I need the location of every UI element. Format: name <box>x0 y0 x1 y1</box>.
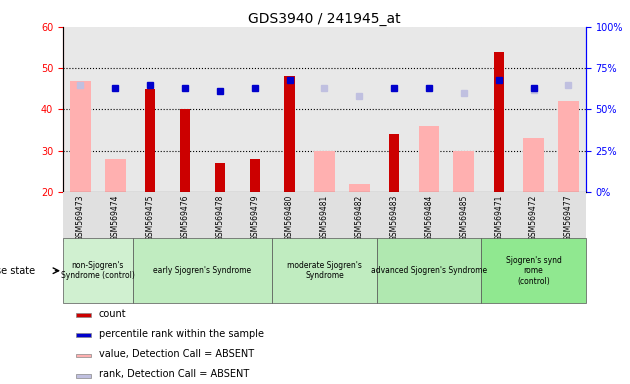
Bar <box>447 27 481 192</box>
Bar <box>377 27 411 192</box>
Text: GSM569478: GSM569478 <box>215 195 224 241</box>
Bar <box>454 151 474 192</box>
Bar <box>389 134 399 192</box>
Text: GSM569473: GSM569473 <box>76 195 85 241</box>
Bar <box>551 27 586 192</box>
Bar <box>377 27 411 192</box>
Bar <box>168 192 202 242</box>
Bar <box>145 89 156 192</box>
Bar <box>349 184 370 192</box>
Bar <box>272 27 307 192</box>
Bar <box>202 27 238 192</box>
Text: GSM569471: GSM569471 <box>495 195 503 241</box>
Text: value, Detection Call = ABSENT: value, Detection Call = ABSENT <box>98 349 254 359</box>
Bar <box>98 192 133 242</box>
Text: GSM569474: GSM569474 <box>111 195 120 241</box>
Text: early Sjogren's Syndrome: early Sjogren's Syndrome <box>153 266 251 275</box>
Bar <box>105 159 126 192</box>
Bar <box>168 27 202 192</box>
Bar <box>215 163 225 192</box>
Bar <box>180 109 190 192</box>
Bar <box>516 27 551 192</box>
Bar <box>411 27 447 192</box>
Bar <box>63 238 133 303</box>
Bar <box>249 159 260 192</box>
Text: count: count <box>98 309 126 319</box>
Text: GSM569475: GSM569475 <box>146 195 154 241</box>
Bar <box>98 27 133 192</box>
Bar <box>481 238 586 303</box>
Text: advanced Sjogren's Syndrome: advanced Sjogren's Syndrome <box>371 266 487 275</box>
Bar <box>63 192 98 242</box>
Text: GSM569484: GSM569484 <box>425 195 433 241</box>
Text: GSM569482: GSM569482 <box>355 195 364 241</box>
Bar <box>447 192 481 242</box>
Bar <box>202 27 238 192</box>
Bar <box>481 192 516 242</box>
Bar <box>307 27 342 192</box>
Bar <box>342 192 377 242</box>
Bar <box>418 126 440 192</box>
Bar <box>314 151 335 192</box>
Bar <box>238 27 272 192</box>
Bar <box>481 27 516 192</box>
Text: GSM569476: GSM569476 <box>181 195 190 241</box>
Bar <box>284 76 295 192</box>
Bar <box>133 27 168 192</box>
Text: GSM569472: GSM569472 <box>529 195 538 241</box>
Bar <box>411 27 447 192</box>
Bar <box>272 192 307 242</box>
Bar <box>76 313 91 317</box>
Text: GSM569483: GSM569483 <box>390 195 399 241</box>
Text: percentile rank within the sample: percentile rank within the sample <box>98 329 263 339</box>
Text: GSM569480: GSM569480 <box>285 195 294 241</box>
Bar <box>377 192 411 242</box>
Text: GSM569477: GSM569477 <box>564 195 573 241</box>
Bar <box>76 333 91 337</box>
Bar <box>307 192 342 242</box>
Bar <box>558 101 579 192</box>
Bar <box>481 27 516 192</box>
Bar <box>76 374 91 377</box>
Bar <box>551 27 586 192</box>
Bar <box>493 52 504 192</box>
Bar <box>98 27 133 192</box>
Bar <box>307 27 342 192</box>
Bar <box>272 238 377 303</box>
Title: GDS3940 / 241945_at: GDS3940 / 241945_at <box>248 12 401 26</box>
Bar <box>342 27 377 192</box>
Bar <box>377 238 481 303</box>
Bar <box>342 27 377 192</box>
Bar <box>523 138 544 192</box>
Text: non-Sjogren's
Syndrome (control): non-Sjogren's Syndrome (control) <box>61 261 135 280</box>
Text: rank, Detection Call = ABSENT: rank, Detection Call = ABSENT <box>98 369 249 379</box>
Text: moderate Sjogren's
Syndrome: moderate Sjogren's Syndrome <box>287 261 362 280</box>
Bar <box>133 27 168 192</box>
Bar <box>238 192 272 242</box>
Text: disease state: disease state <box>0 266 35 276</box>
Bar <box>133 192 168 242</box>
Text: GSM569485: GSM569485 <box>459 195 468 241</box>
Bar <box>516 27 551 192</box>
Bar <box>76 354 91 358</box>
Text: GSM569481: GSM569481 <box>320 195 329 241</box>
Bar <box>516 192 551 242</box>
Bar <box>168 27 202 192</box>
Bar <box>551 192 586 242</box>
Bar <box>202 192 238 242</box>
Text: GSM569479: GSM569479 <box>250 195 259 241</box>
Bar <box>447 27 481 192</box>
Bar <box>133 238 272 303</box>
Bar <box>63 27 98 192</box>
Bar <box>238 27 272 192</box>
Bar <box>272 27 307 192</box>
Bar <box>411 192 447 242</box>
Bar <box>63 27 98 192</box>
Text: Sjogren's synd
rome
(control): Sjogren's synd rome (control) <box>506 256 561 286</box>
Bar <box>70 81 91 192</box>
